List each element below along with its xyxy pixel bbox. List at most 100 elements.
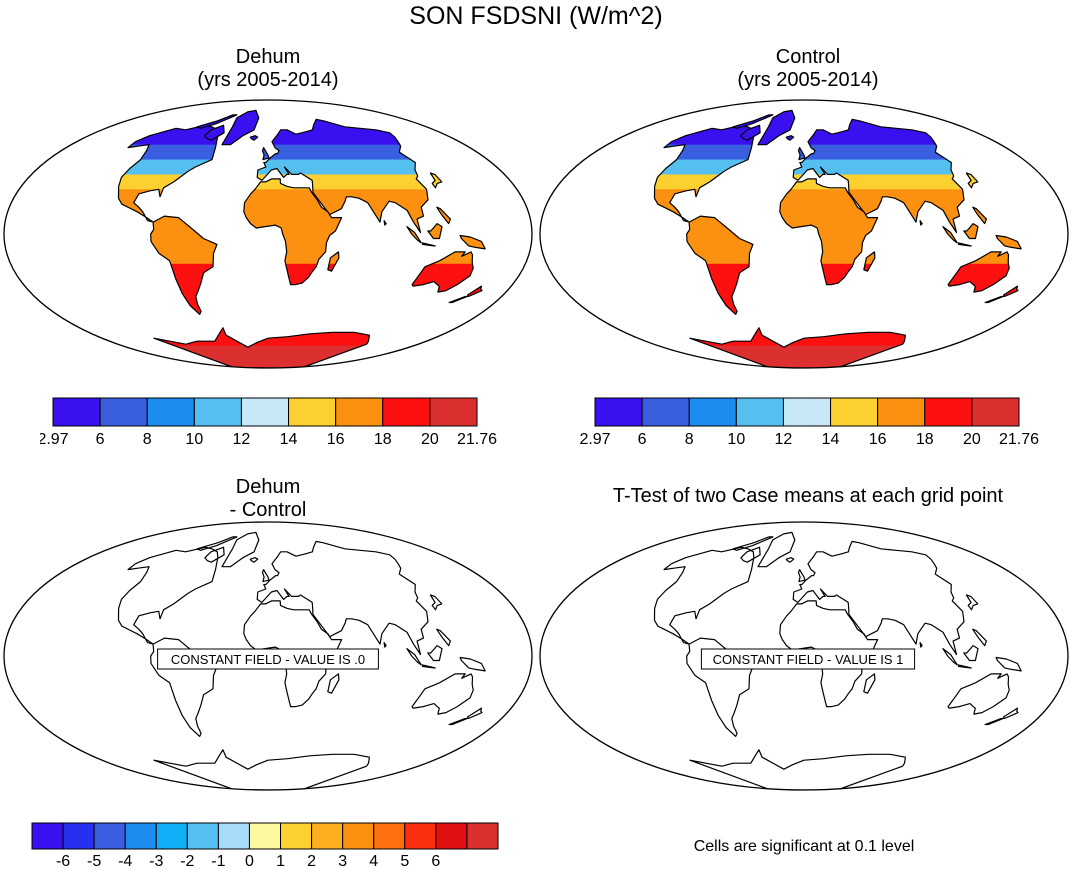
lat-band-cell <box>2 308 534 316</box>
lat-band-cell <box>2 241 534 249</box>
lat-band-cell <box>118 174 218 183</box>
lat-band-cell <box>740 129 761 138</box>
lat-band-cell <box>779 219 878 228</box>
lat-band-cell <box>2 286 534 294</box>
lat-band-cell <box>654 167 754 176</box>
colorbar-tick-label: 8 <box>685 431 694 448</box>
coastline-indonesia1 <box>942 648 958 666</box>
lat-band-cell <box>118 167 218 176</box>
lat-band-cell <box>2 308 534 316</box>
lat-band-cell <box>538 145 1070 153</box>
lat-band-cell <box>538 323 1070 331</box>
lat-band-cell <box>538 316 1070 324</box>
lat-band-cell <box>793 226 964 233</box>
lat-band-cell <box>538 100 1070 108</box>
lat-band-cell <box>2 308 534 316</box>
coastline-newguinea <box>995 656 1022 672</box>
coastline-australia <box>411 251 474 293</box>
coastline-iceland <box>249 557 259 563</box>
lat-band-cell <box>257 196 428 205</box>
lat-band-cell <box>538 122 1070 130</box>
ttest-map: CONSTANT FIELD - VALUE IS 1 <box>539 521 1069 791</box>
lat-band-cell <box>222 122 259 131</box>
lat-band-cell <box>538 308 1070 316</box>
coastline-japan <box>965 172 979 189</box>
lat-band-cell <box>2 308 534 316</box>
lat-band-cell <box>538 323 1070 331</box>
lat-band-cell <box>538 308 1070 316</box>
panel-diff-title: Dehum - Control <box>0 476 536 522</box>
lat-band-cell <box>538 286 1070 294</box>
colorbar-swatch <box>877 397 926 427</box>
lat-band-cell <box>798 152 805 160</box>
lat-band-cell <box>538 286 1070 294</box>
lat-band-cell <box>2 227 534 235</box>
lat-band-cell <box>538 323 1070 331</box>
lat-band-cell <box>2 308 534 316</box>
coastline-africa <box>243 178 343 286</box>
lat-band-cell <box>2 100 534 108</box>
lat-band-cell <box>538 227 1070 235</box>
lat-band-cell <box>2 145 534 153</box>
lat-band-cell <box>2 145 534 153</box>
constant-field-annotation: CONSTANT FIELD - VALUE IS .0 <box>171 652 365 667</box>
lat-band-cell <box>2 100 534 108</box>
lat-band-cell <box>538 308 1070 316</box>
lat-band-cell <box>2 145 534 153</box>
lat-band-cell <box>2 130 534 138</box>
annotation-box <box>157 648 379 670</box>
lat-band-cell <box>538 145 1070 153</box>
lat-band-cell <box>2 286 534 294</box>
lat-band-cell <box>538 107 1070 115</box>
panel-dehum-title-line1: Dehum <box>235 46 301 68</box>
colorbar-swatch <box>93 822 126 850</box>
lat-band-cell <box>2 122 534 130</box>
coastline-philippines <box>436 628 451 647</box>
lat-band-cell <box>2 115 534 123</box>
lat-band-cell <box>2 100 534 108</box>
lat-band-cell <box>150 263 217 272</box>
lat-band-cell <box>257 159 428 168</box>
lat-band-cell <box>2 316 534 324</box>
lat-band-cell <box>538 122 1070 130</box>
lat-band-cell <box>2 100 534 108</box>
lat-band-cell <box>538 308 1070 316</box>
lat-band-cell <box>538 122 1070 130</box>
coastline-newzealand2 <box>984 717 1004 726</box>
lat-band-cell <box>2 308 534 316</box>
lat-band-cell <box>2 107 534 115</box>
lat-band-cell <box>538 234 1070 242</box>
colorbar-tick-label: 6 <box>96 431 105 448</box>
panel-dehum-title: Dehum (yrs 2005-2014) <box>0 46 536 92</box>
lat-band-cell <box>538 316 1070 324</box>
coastline-southamerica <box>150 215 218 315</box>
lat-band-cell <box>686 226 753 235</box>
lat-band-cell <box>2 316 534 324</box>
panel-ttest-title: T-Test of two Case means at each grid po… <box>612 485 1004 507</box>
colorbar-swatch <box>31 822 64 850</box>
lat-band-cell <box>538 227 1070 235</box>
lat-band-cell <box>538 323 1070 331</box>
lat-band-cell <box>257 181 428 190</box>
lat-band-cell <box>2 323 534 331</box>
coastline-indonesia2 <box>421 242 436 247</box>
lat-band-cell <box>2 323 534 331</box>
lat-band-cell <box>2 115 534 123</box>
lat-band-cell <box>538 130 1070 138</box>
lat-band-cell <box>2 323 534 331</box>
lat-band-cell <box>2 130 534 138</box>
lat-band-cell <box>538 286 1070 294</box>
lat-band-cell <box>2 100 534 108</box>
figure-title: SON FSDSNI (W/m^2) <box>409 2 663 30</box>
lat-band-cell <box>948 278 1010 287</box>
lat-band-cell <box>150 256 217 265</box>
lat-band-cell <box>538 241 1070 249</box>
lat-band-cell <box>2 227 534 235</box>
lat-band-cell <box>538 145 1070 153</box>
lat-band-cell <box>2 145 534 153</box>
lat-band-cell <box>538 234 1070 242</box>
lat-band-cell <box>2 107 534 115</box>
lat-band-cell <box>2 316 534 324</box>
lat-band-cell <box>2 286 534 294</box>
colorbar-swatch <box>782 397 832 427</box>
